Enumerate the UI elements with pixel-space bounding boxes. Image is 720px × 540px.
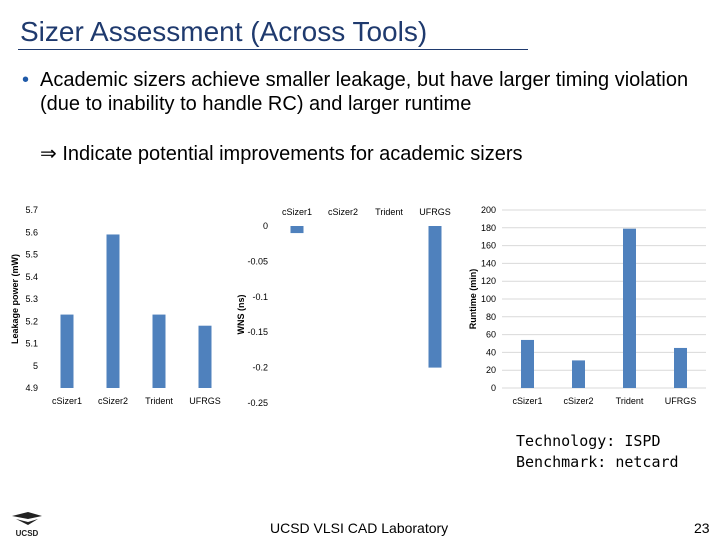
y-tick-label: 100 — [481, 294, 496, 304]
y-tick-label: 180 — [481, 223, 496, 233]
y-tick-label: 5 — [33, 361, 38, 371]
slide-title: Sizer Assessment (Across Tools) — [20, 16, 428, 47]
x-tick-label: UFRGS — [189, 396, 221, 406]
bullet-dot-icon: • — [22, 69, 30, 91]
y-tick-label: 80 — [486, 312, 496, 322]
x-tick-label: UFRGS — [419, 207, 451, 217]
y-tick-label: 200 — [481, 205, 496, 215]
bar-ufrgs — [428, 226, 442, 368]
y-tick-label: -0.05 — [247, 256, 268, 266]
y-tick-label: 140 — [481, 258, 496, 268]
ucsd-logo: UCSD — [12, 512, 42, 538]
y-axis-title: Leakage power (mW) — [10, 254, 20, 344]
x-tick-label: cSizer1 — [282, 207, 312, 217]
wns-chart: -0.25 -0.2 -0.15 -0.1 -0.05 0 WNS (ns) cSizer1 c… — [236, 200, 464, 415]
bar-ufrgs — [198, 325, 212, 388]
y-tick-label: 5.6 — [25, 227, 38, 237]
implies-arrow-icon: ⇒ — [40, 143, 57, 165]
bar-csizer1 — [290, 226, 304, 234]
y-axis-title: Runtime (min) — [468, 269, 478, 330]
leakage-chart-svg: 4.9 5 5.1 5.2 5.3 5.4 5.5 5.6 5.7 Leakage power (… — [10, 205, 221, 406]
y-tick-label: 4.9 — [25, 383, 38, 393]
implication-line: ⇒ Indicate potential improvements for ac… — [40, 142, 523, 166]
bar-csizer2 — [106, 234, 120, 388]
y-tick-label: 160 — [481, 241, 496, 251]
title-underline — [18, 49, 528, 50]
technology-line: Technology: ISPD — [516, 432, 661, 450]
y-tick-label: 5.7 — [25, 205, 38, 215]
x-tick-label: cSizer2 — [98, 396, 128, 406]
y-tick-label: -0.25 — [247, 398, 268, 408]
page-number: 23 — [694, 520, 710, 536]
x-tick-label: cSizer2 — [328, 207, 358, 217]
y-tick-label: 5.1 — [25, 339, 38, 349]
y-tick-label: 5.3 — [25, 294, 38, 304]
bar-csizer1 — [60, 314, 74, 388]
runtime-chart-svg: 0 20 40 60 80 100 120 140 160 180 200 Runtime (min)… — [468, 205, 706, 406]
bar-csizer2 — [572, 360, 585, 388]
x-tick-label: Trident — [616, 396, 644, 406]
y-tick-label: 5.5 — [25, 250, 38, 260]
y-tick-label: 0 — [491, 383, 496, 393]
wns-chart-svg: -0.25 -0.2 -0.15 -0.1 -0.05 0 WNS (ns) cSizer1 c… — [236, 207, 451, 408]
x-tick-label: UFRGS — [665, 396, 697, 406]
x-tick-label: cSizer1 — [512, 396, 542, 406]
y-tick-label: 120 — [481, 276, 496, 286]
bar-csizer1 — [521, 339, 534, 388]
implication-text: Indicate potential improvements for acad… — [62, 143, 523, 165]
runtime-chart: 0 20 40 60 80 100 120 140 160 180 200 Runtime (min)… — [466, 200, 712, 415]
x-tick-label: Trident — [375, 207, 403, 217]
logo-text: UCSD — [16, 529, 39, 538]
bar-trident — [623, 228, 636, 388]
y-tick-label: 5.2 — [25, 316, 38, 326]
y-tick-label: 40 — [486, 347, 496, 357]
y-tick-label: -0.15 — [247, 327, 268, 337]
benchmark-line: Benchmark: netcard — [516, 453, 679, 471]
leakage-chart: 4.9 5 5.1 5.2 5.3 5.4 5.5 5.6 5.7 Leakage power (… — [8, 200, 234, 415]
benchmark-info: Technology: ISPD Benchmark: netcard — [516, 431, 679, 473]
y-tick-label: 20 — [486, 365, 496, 375]
y-tick-label: 0 — [263, 221, 268, 231]
bar-ufrgs — [674, 347, 687, 388]
bar-trident — [152, 314, 166, 388]
y-axis-title: WNS (ns) — [236, 295, 246, 335]
x-tick-label: Trident — [145, 396, 173, 406]
y-tick-label: 5.4 — [25, 272, 38, 282]
bullet-text: Academic sizers achieve smaller leakage,… — [40, 69, 689, 115]
x-tick-label: cSizer2 — [563, 396, 593, 406]
y-tick-label: -0.1 — [252, 292, 268, 302]
x-tick-label: cSizer1 — [52, 396, 82, 406]
y-tick-label: 60 — [486, 330, 496, 340]
y-tick-label: -0.2 — [252, 363, 268, 373]
footer-text: UCSD VLSI CAD Laboratory — [270, 520, 449, 536]
